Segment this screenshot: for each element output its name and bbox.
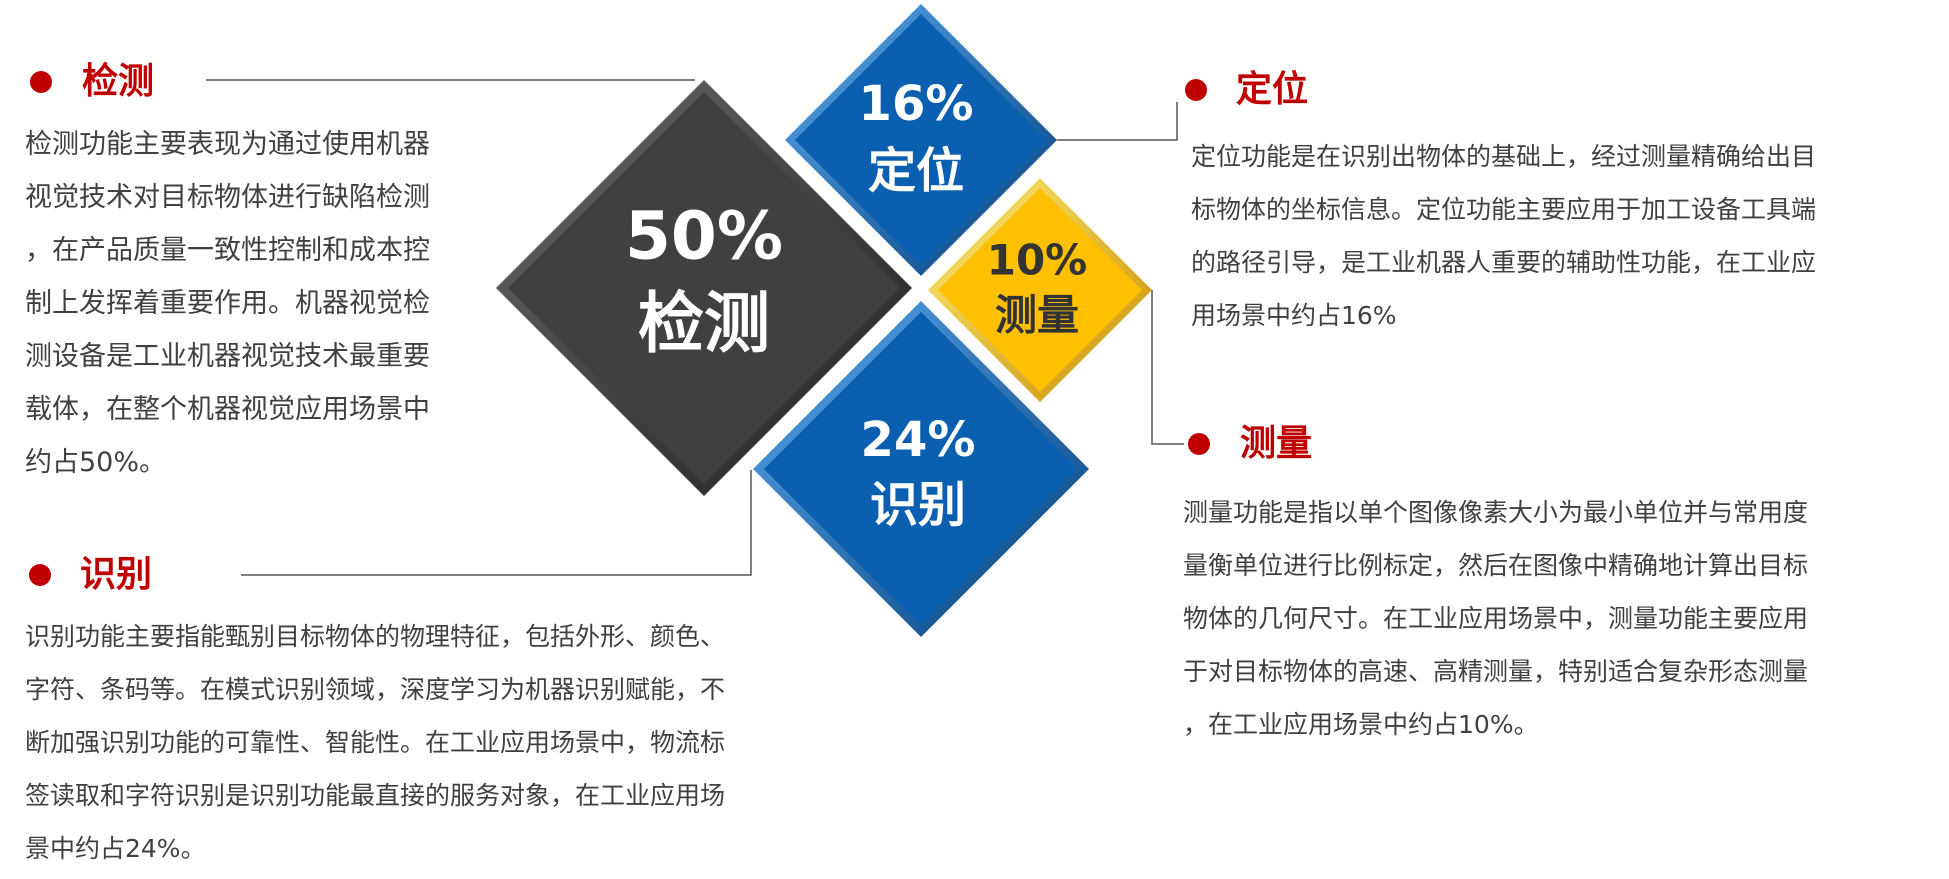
measure-title: 测量	[1240, 423, 1313, 464]
bullet-icon	[30, 71, 52, 93]
text-line: 视觉技术对目标物体进行缺陷检测	[25, 182, 430, 213]
measure-description: 测量功能是指以单个图像像素大小为最小单位并与常用度 量衡单位进行比例标定，然后在…	[1183, 486, 1808, 751]
text-line: 测设备是工业机器视觉技术最重要	[25, 341, 430, 372]
diamond-measure	[928, 178, 1152, 402]
text-line: 标物体的坐标信息。定位功能主要应用于加工设备工具端	[1191, 195, 1817, 224]
locate-diamond-label: 定位	[867, 143, 965, 199]
text-line: 识别功能主要指能甄别目标物体的物理特征，包括外形、颜色、	[25, 622, 726, 651]
identify-percent: 24%	[860, 412, 976, 468]
connector-locate	[1057, 102, 1178, 141]
text-line: 断加强识别功能的可靠性、智能性。在工业应用场景中，物流标	[25, 728, 726, 757]
detect-title: 检测	[82, 61, 155, 102]
measure-diamond-label: 测量	[994, 290, 1080, 340]
text-line: 景中约占24%。	[25, 834, 206, 863]
text-line: 制上发挥着重要作用。机器视觉检	[25, 288, 430, 319]
identify-diamond-label: 识别	[869, 477, 967, 533]
locate-percent: 16%	[858, 76, 974, 132]
diamond-locate	[785, 4, 1057, 276]
detect-percent: 50%	[625, 197, 783, 275]
text-line: 的路径引导，是工业机器人重要的辅助性功能，在工业应	[1191, 248, 1817, 277]
text-line: 用场景中约占16%	[1191, 301, 1397, 330]
text-line: 检测功能主要表现为通过使用机器	[25, 129, 430, 160]
bullet-icon	[1185, 79, 1207, 101]
connector-measure	[1151, 290, 1184, 445]
text-line: 量衡单位进行比例标定，然后在图像中精确地计算出目标	[1183, 551, 1809, 580]
text-line: ，在产品质量一致性控制和成本控	[25, 235, 430, 266]
text-line: 于对目标物体的高速、高精测量，特别适合复杂形态测量	[1183, 657, 1809, 686]
locate-title: 定位	[1236, 69, 1309, 110]
text-line: 物体的几何尺寸。在工业应用场景中，测量功能主要应用	[1183, 604, 1809, 633]
detect-description: 检测功能主要表现为通过使用机器 视觉技术对目标物体进行缺陷检测 ，在产品质量一致…	[25, 118, 430, 489]
text-line: 测量功能是指以单个图像像素大小为最小单位并与常用度	[1183, 498, 1809, 527]
text-line: 约占50%。	[25, 447, 167, 478]
connector-identify	[241, 470, 752, 576]
identify-description: 识别功能主要指能甄别目标物体的物理特征，包括外形、颜色、 字符、条码等。在模式识…	[25, 610, 725, 875]
diamond-identify	[753, 301, 1089, 637]
bullet-icon	[1188, 433, 1210, 455]
text-line: ，在工业应用场景中约占10%。	[1183, 710, 1539, 739]
detect-diamond-label: 检测	[638, 285, 770, 362]
text-line: 字符、条码等。在模式识别领域，深度学习为机器识别赋能，不	[25, 675, 726, 704]
text-line: 签读取和字符识别是识别功能最直接的服务对象，在工业应用场	[25, 781, 726, 810]
diamond-detect	[496, 80, 912, 496]
text-line: 定位功能是在识别出物体的基础上，经过测量精确给出目	[1191, 142, 1817, 171]
measure-percent: 10%	[986, 235, 1088, 285]
locate-description: 定位功能是在识别出物体的基础上，经过测量精确给出目 标物体的坐标信息。定位功能主…	[1191, 130, 1816, 342]
text-line: 载体，在整个机器视觉应用场景中	[25, 394, 430, 425]
identify-title: 识别	[80, 554, 153, 595]
bullet-icon	[29, 564, 51, 586]
